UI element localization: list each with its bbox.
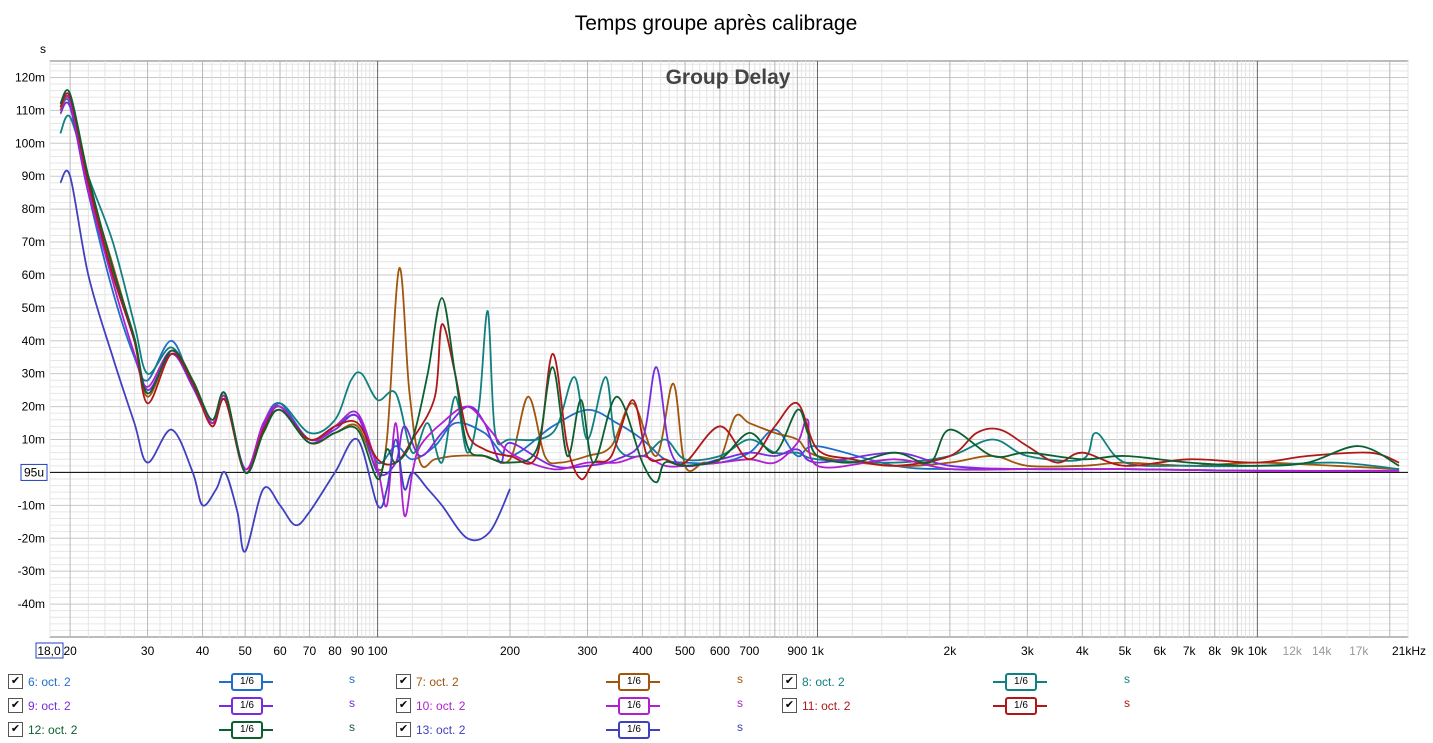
y-tick-label: 70m (22, 235, 45, 249)
y-ref-box (20, 463, 48, 481)
smoothing-box-10[interactable]: 1/6 (618, 697, 650, 715)
smoothing-box-11[interactable]: 1/6 (1005, 697, 1037, 715)
y-tick-label: 40m (22, 334, 45, 348)
legend-label-9: 9: oct. 2 (28, 699, 71, 713)
legend-label-12: 12: oct. 2 (28, 723, 78, 737)
x-tick-label: 200 (500, 644, 520, 658)
x-tick-label: 80 (328, 644, 342, 658)
series-line-11 (59, 92, 1400, 481)
smoothing-box-13[interactable]: 1/6 (618, 721, 650, 739)
legend-unit-10: s (737, 696, 743, 710)
smoothing-box-7[interactable]: 1/6 (618, 673, 650, 691)
x-start-box (35, 642, 64, 659)
plot-area[interactable] (49, 60, 1409, 638)
y-tick-label: 120m (15, 70, 45, 84)
y-unit-label: s (40, 42, 46, 56)
x-tick-label: 400 (632, 644, 652, 658)
x-tick-label: 5k (1119, 644, 1133, 658)
smoothing-box-9[interactable]: 1/6 (231, 697, 263, 715)
y-tick-label: 80m (22, 202, 45, 216)
smoothing-box-12[interactable]: 1/6 (231, 721, 263, 739)
x-tick-label: 600 (710, 644, 730, 658)
series-line-13 (59, 169, 511, 553)
y-tick-label: 100m (15, 136, 45, 150)
legend-checkbox-13[interactable]: ✔ (396, 722, 411, 737)
x-tick-label: 7k (1183, 644, 1197, 658)
x-tick-label: 21kHz (1392, 644, 1426, 658)
y-tick-label: 60m (22, 268, 45, 282)
grid (49, 61, 1409, 637)
legend-checkbox-8[interactable]: ✔ (782, 674, 797, 689)
legend-label-8: 8: oct. 2 (802, 675, 845, 689)
chart-title: Group Delay (666, 66, 791, 89)
legend-checkbox-11[interactable]: ✔ (782, 698, 797, 713)
y-tick-label: 110m (16, 103, 45, 117)
x-tick-label: 100 (368, 644, 388, 658)
x-tick-label: 70 (303, 644, 317, 658)
x-tick-label: 9k (1231, 644, 1245, 658)
smoothing-box-8[interactable]: 1/6 (1005, 673, 1037, 691)
series-line-9 (59, 101, 1400, 477)
x-tick-label: 10k (1248, 644, 1268, 658)
legend-row-3: ✔ 12: oct. 2 1/6 s ✔ 13: oct. 2 1/6 s (0, 720, 1433, 740)
series-layer (59, 89, 1400, 553)
legend-row-2: ✔ 9: oct. 2 1/6 s ✔ 10: oct. 2 1/6 s ✔ 1… (0, 696, 1433, 716)
x-tick-label: 30 (141, 644, 155, 658)
y-tick-label: -40m (18, 597, 45, 611)
legend-label-10: 10: oct. 2 (416, 699, 466, 713)
x-tick-label: 1k (811, 644, 825, 658)
smoothing-box-6[interactable]: 1/6 (231, 673, 263, 691)
window-title: Temps groupe après calibrage (575, 12, 858, 35)
y-tick-label: -10m (18, 498, 45, 512)
legend-label-13: 13: oct. 2 (416, 723, 466, 737)
y-tick-label: 10m (22, 433, 45, 447)
y-tick-label: -20m (18, 531, 45, 545)
legend-unit-8: s (1124, 672, 1130, 686)
y-tick-label: 20m (22, 400, 45, 414)
x-tick-label: 500 (675, 644, 695, 658)
legend-unit-12: s (349, 720, 355, 734)
x-tick-label: 900 (787, 644, 807, 658)
x-tick-label: 50 (238, 644, 252, 658)
x-start-label: 18,0 (37, 644, 61, 658)
x-tick-label: 2k (944, 644, 958, 658)
x-tick-label: 3k (1021, 644, 1035, 658)
y-tick-label: -30m (18, 564, 45, 578)
x-tick-label: 20 (63, 644, 77, 658)
legend-checkbox-6[interactable]: ✔ (8, 674, 23, 689)
y-tick-label: 90m (22, 169, 45, 183)
x-tick-label: 17k (1349, 644, 1369, 658)
legend-label-6: 6: oct. 2 (28, 675, 71, 689)
legend-unit-7: s (737, 672, 743, 686)
x-tick-label: 300 (577, 644, 597, 658)
legend-checkbox-7[interactable]: ✔ (396, 674, 411, 689)
x-tick-label: 40 (196, 644, 210, 658)
legend-checkbox-9[interactable]: ✔ (8, 698, 23, 713)
legend-unit-6: s (349, 672, 355, 686)
x-tick-label: 6k (1153, 644, 1167, 658)
x-tick-label: 8k (1208, 644, 1222, 658)
series-line-12 (59, 89, 1400, 484)
x-tick-label: 90 (351, 644, 365, 658)
y-ref-label: 95u (24, 465, 44, 479)
legend-checkbox-12[interactable]: ✔ (8, 722, 23, 737)
legend-label-11: 11: oct. 2 (802, 699, 851, 713)
x-tick-label: 700 (739, 644, 759, 658)
legend-row-1: ✔ 6: oct. 2 1/6 s ✔ 7: oct. 2 1/6 s ✔ 8:… (0, 672, 1433, 692)
legend-label-7: 7: oct. 2 (416, 675, 459, 689)
x-axis: 20 30 40 50 60 70 80 90 100 200 300 400 500 600 700 900… (35, 642, 1426, 659)
x-tick-label: 4k (1076, 644, 1090, 658)
y-axis: 120m 110m 100m 90m 80m 70m 60m 50m 40m 30m 20m 10m -… (15, 70, 48, 611)
y-tick-label: 50m (22, 301, 45, 315)
x-tick-label: 12k (1283, 644, 1303, 658)
y-tick-label: 30m (22, 367, 45, 381)
series-line-6 (59, 97, 1400, 472)
legend-unit-9: s (349, 696, 355, 710)
legend-unit-13: s (737, 720, 743, 734)
x-tick-label: 14k (1312, 644, 1332, 658)
legend-checkbox-10[interactable]: ✔ (396, 698, 411, 713)
x-tick-label: 60 (273, 644, 287, 658)
legend-unit-11: s (1124, 696, 1130, 710)
